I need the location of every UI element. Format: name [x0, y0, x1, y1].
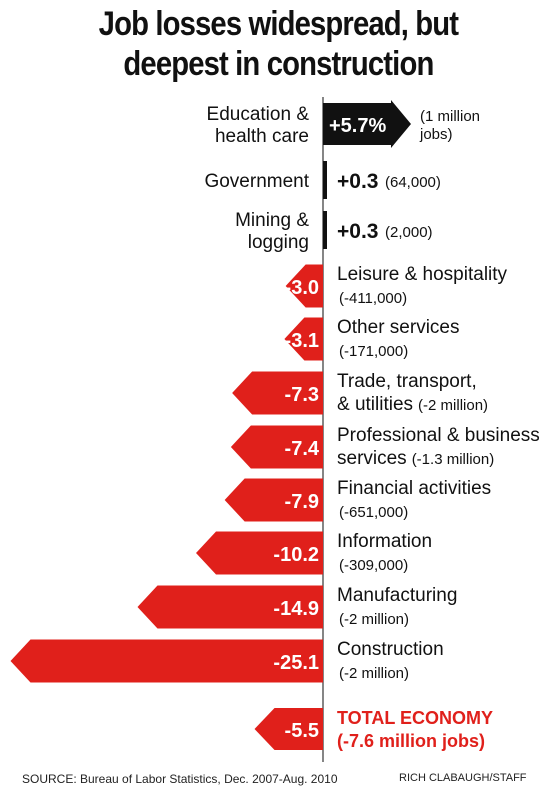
- decline-bar-arrow: [284, 317, 323, 361]
- category-label: services: [337, 448, 407, 469]
- count-note: (-411,000): [339, 290, 407, 307]
- count-note: (1 million: [420, 108, 480, 125]
- value-label: -10.2: [273, 544, 319, 566]
- value-label: -3.0: [285, 277, 319, 299]
- value-label: +5.7%: [329, 115, 386, 137]
- category-label: Manufacturing: [337, 585, 457, 606]
- value-label: -7.3: [285, 384, 319, 406]
- gain-bar-arrow: [323, 100, 411, 148]
- category-label: Mining &: [235, 210, 309, 231]
- total-bar-arrow: [254, 708, 323, 750]
- category-label: Leisure & hospitality: [337, 264, 508, 285]
- count-note: (2,000): [385, 224, 433, 241]
- category-label: & utilities: [337, 394, 413, 415]
- total-value-label: -5.5: [285, 720, 319, 742]
- count-note: (-171,000): [339, 343, 408, 360]
- total-label: TOTAL ECONOMY: [337, 708, 493, 728]
- count-note: jobs): [419, 126, 453, 143]
- credit-line: RICH CLABAUGH/STAFF: [399, 772, 527, 784]
- count-note: (64,000): [385, 174, 441, 191]
- category-label: health care: [215, 126, 309, 147]
- value-label: -7.9: [285, 491, 319, 513]
- count-note: (-651,000): [339, 504, 408, 521]
- category-label: Financial activities: [337, 478, 491, 499]
- count-note: (-1.3 million): [412, 451, 495, 468]
- source-note: SOURCE: Bureau of Labor Statistics, Dec.…: [22, 772, 338, 786]
- decline-bar-arrow: [10, 639, 323, 683]
- category-label: Trade, transport,: [337, 371, 477, 392]
- count-note: (-2 million): [339, 611, 409, 628]
- value-label: -7.4: [285, 438, 320, 460]
- category-label: logging: [248, 232, 309, 253]
- gain-bar: [323, 211, 327, 249]
- count-note: (-2 million): [339, 665, 409, 682]
- category-label: Information: [337, 531, 432, 552]
- count-note: (-2 million): [418, 397, 488, 414]
- value-label: -25.1: [273, 652, 319, 674]
- total-note: (-7.6 million jobs): [337, 731, 485, 751]
- category-label: Other services: [337, 317, 459, 338]
- decline-bar-arrow: [196, 531, 323, 575]
- decline-bar-arrow: [232, 371, 323, 415]
- title-line-1: Job losses widespread, but: [98, 5, 459, 43]
- category-label: Construction: [337, 639, 444, 660]
- value-label: +0.3: [337, 220, 378, 243]
- value-label: -14.9: [273, 598, 319, 620]
- category-label: Education &: [207, 104, 310, 125]
- category-label: Government: [204, 171, 309, 192]
- chart-title: Job losses widespread, but deepest in co…: [39, 4, 518, 84]
- value-label: +0.3: [337, 170, 378, 193]
- decline-bar-arrow: [137, 585, 323, 629]
- decline-bar-arrow: [224, 478, 323, 522]
- title-line-2: deepest in construction: [123, 45, 434, 83]
- value-label: -3.1: [285, 330, 319, 352]
- count-note: (-309,000): [339, 557, 408, 574]
- gain-bar: [323, 161, 327, 199]
- decline-bar-arrow: [285, 264, 323, 308]
- decline-bar-arrow: [230, 425, 323, 469]
- category-label: Professional & business: [337, 425, 540, 446]
